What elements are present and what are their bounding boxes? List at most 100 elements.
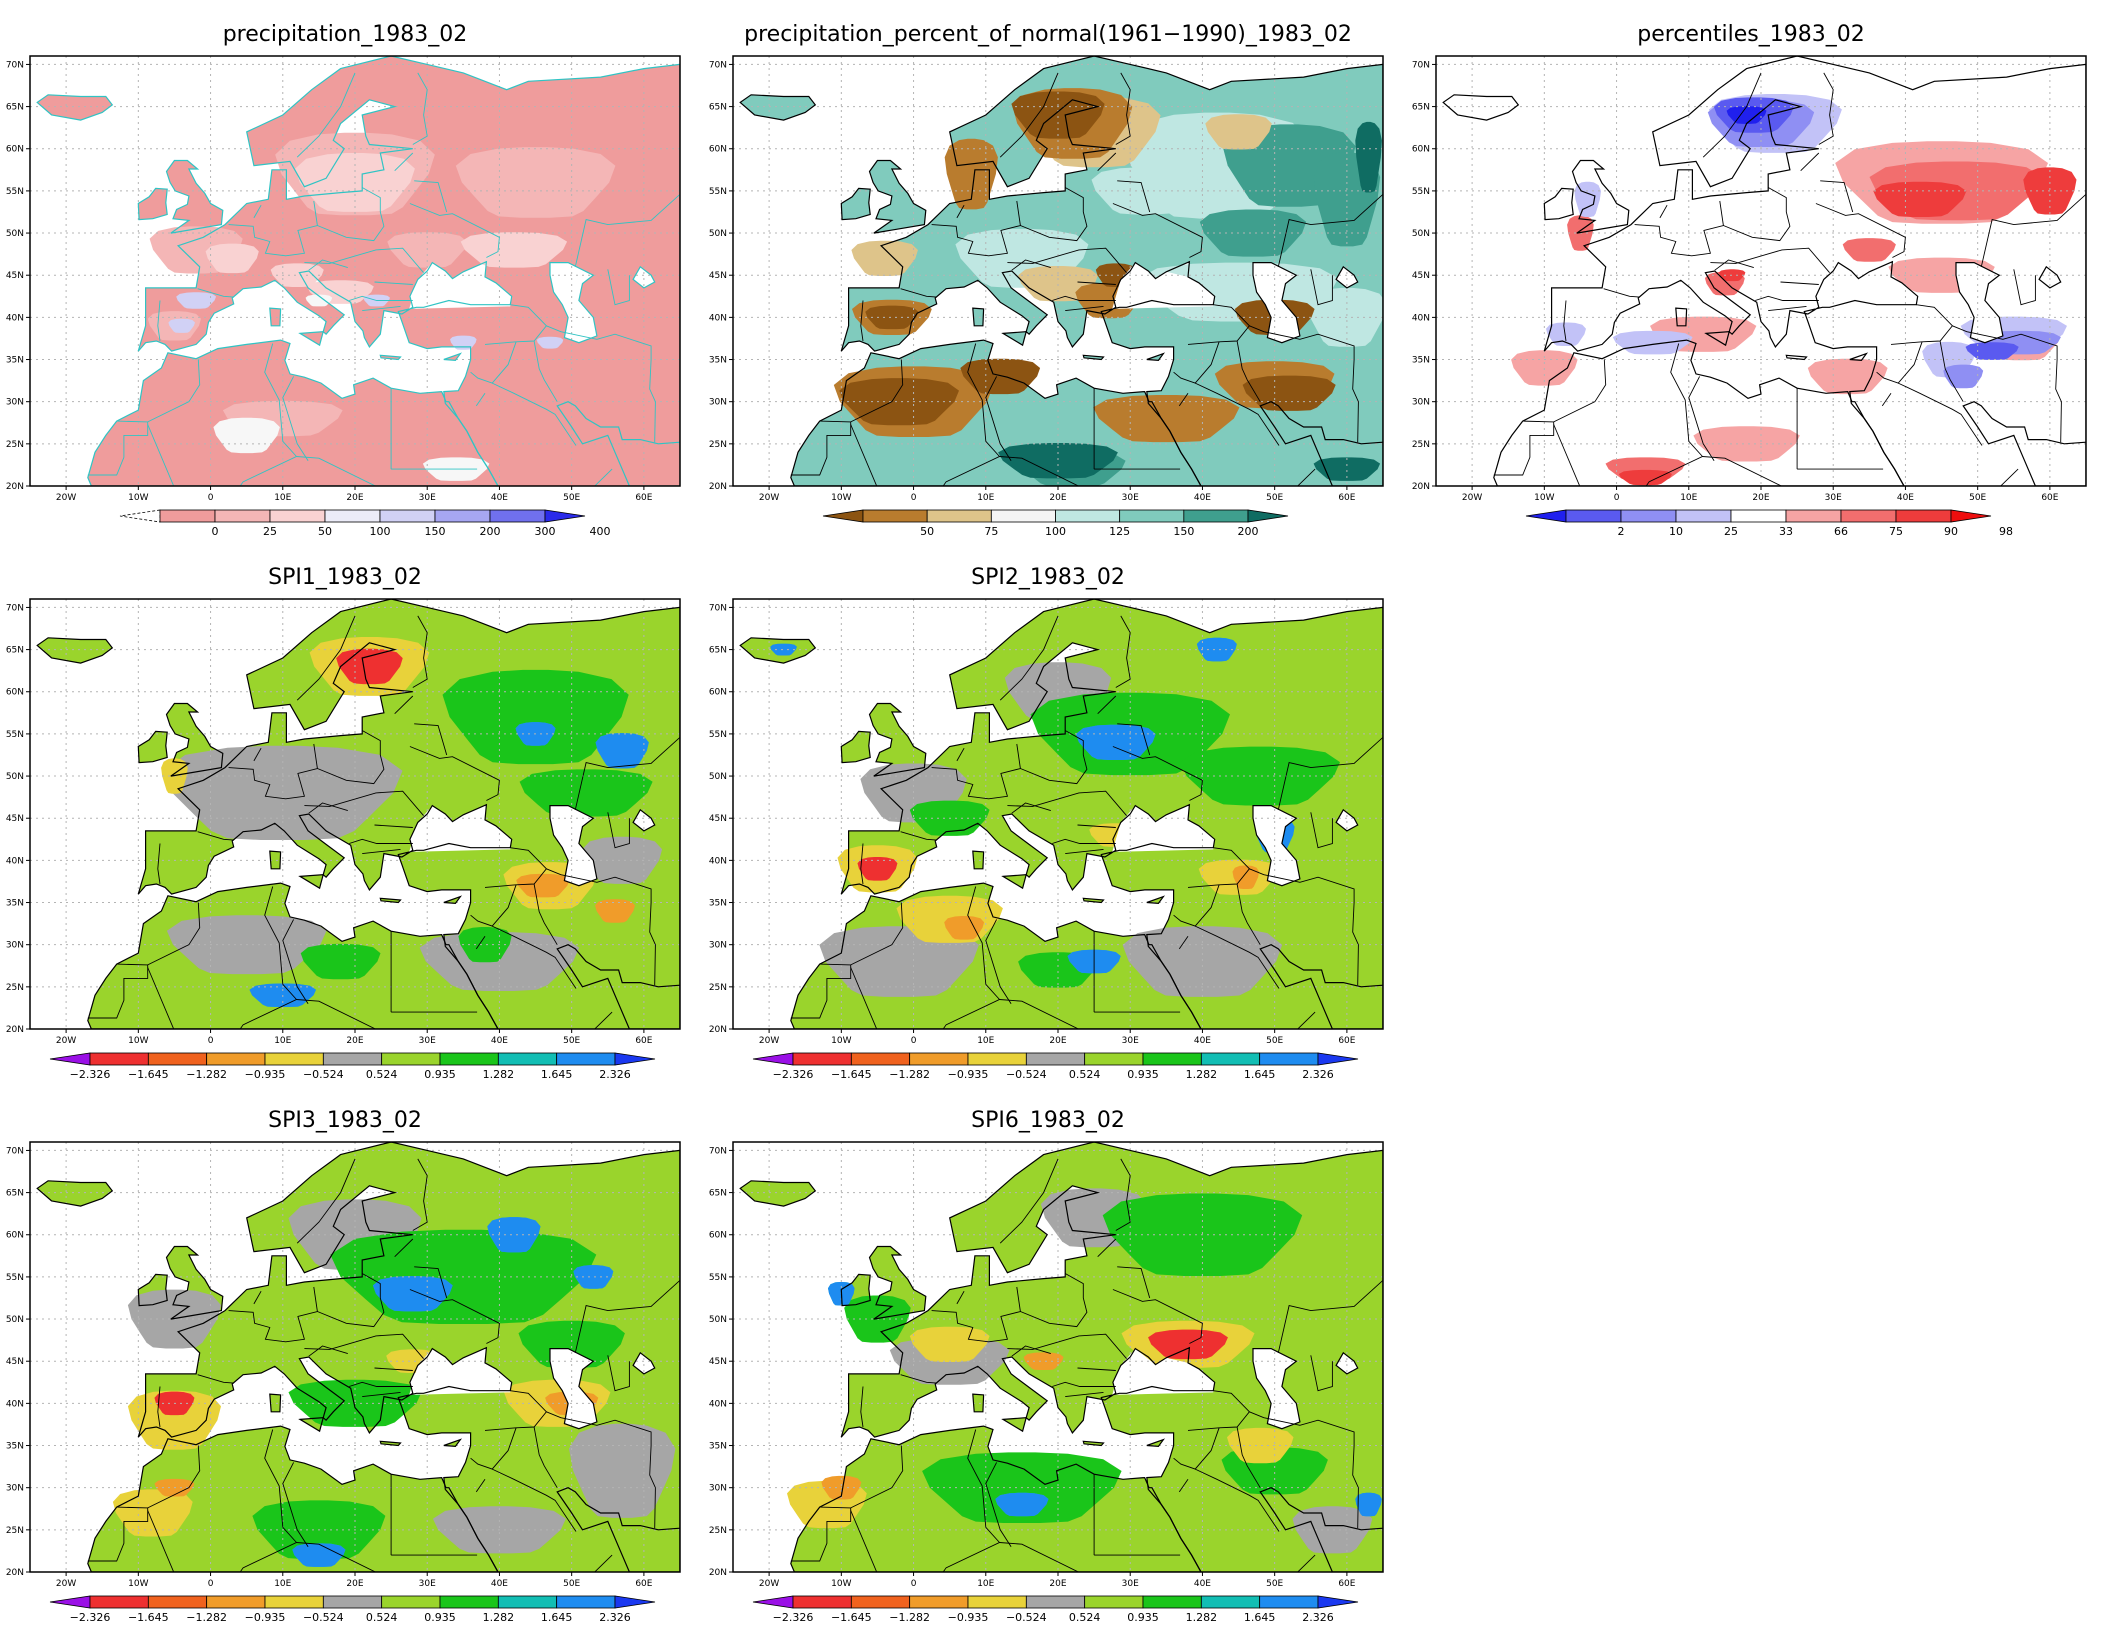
country-border: [1020, 187, 1088, 242]
coastline: [549, 805, 598, 887]
map-spi2: 70N 65N 60N 55N 50N 45N 40N 35N 30N 25N 20N 20W 10W 0…: [709, 598, 1384, 1081]
lon-tick-label: 10E: [977, 1579, 994, 1589]
country-border: [253, 204, 262, 219]
colorbar-label: 0.524: [1069, 1611, 1101, 1624]
colorbar-box: [381, 1595, 441, 1609]
black-sea: [409, 1348, 512, 1395]
value-shading: [1965, 342, 2019, 360]
colorbar-box: [1840, 509, 1897, 523]
country-border: [1249, 1411, 1355, 1446]
colorbar-label: 0.524: [366, 1068, 398, 1081]
country-border: [1007, 1333, 1127, 1359]
country-border: [607, 812, 630, 849]
country-border: [412, 72, 428, 145]
value-shading: [1003, 874, 1027, 889]
lat-tick-label: 25N: [709, 440, 727, 450]
colorbar-label: −0.935: [245, 1068, 286, 1081]
country-border: [282, 1462, 309, 1547]
lon-tick-label: 10E: [274, 493, 291, 503]
country-border: [546, 1411, 652, 1446]
country-border: [999, 615, 1059, 701]
country-border: [1011, 259, 1051, 271]
country-border: [1553, 424, 1581, 486]
lon-tick-label: 50E: [1266, 493, 1283, 503]
black-sea: [1112, 1348, 1215, 1395]
coastline: [36, 637, 114, 664]
coastline: [1493, 339, 1905, 486]
map-spi6: 70N 65N 60N 55N 50N 45N 40N 35N 30N 25N 20N 20W 10W 0…: [709, 1141, 1384, 1624]
country-border: [1939, 340, 1964, 402]
lat-tick-label: 25N: [709, 1526, 727, 1536]
country-border: [1818, 72, 1834, 145]
country-border: [1236, 883, 1261, 945]
country-border: [2013, 269, 2036, 306]
lat-tick-label: 35N: [6, 899, 24, 909]
lat-tick-label: 60N: [6, 145, 24, 155]
lat-tick-label: 25N: [6, 1526, 24, 1536]
colorbar-label: −0.524: [1006, 1068, 1047, 1081]
colorbar-label: 1.645: [1244, 1068, 1276, 1081]
inland-sea: [550, 1348, 597, 1429]
value-shading: [380, 1441, 401, 1446]
colorbar-box: [1084, 1052, 1144, 1066]
lon-tick-label: 40E: [1194, 1579, 1211, 1589]
colorbar-label: 150: [425, 525, 446, 538]
colorbar-box: [214, 509, 271, 523]
coastline: [972, 850, 985, 870]
value-shading: [455, 147, 616, 218]
colorbar-label: 0.935: [1127, 1068, 1159, 1081]
colorbar-label: −1.645: [128, 1611, 169, 1624]
value-shading: [595, 899, 635, 923]
country-border: [850, 359, 904, 423]
colorbar-box: [264, 1595, 324, 1609]
country-border: [850, 1445, 904, 1509]
country-border: [1881, 393, 1892, 407]
lon-tick-label: 0: [208, 493, 214, 503]
country-border: [394, 695, 414, 715]
lat-tick-label: 55N: [6, 730, 24, 740]
country-border: [985, 1462, 1012, 1547]
country-border: [1236, 1426, 1261, 1488]
value-shading: [573, 1265, 614, 1289]
colorbar-box: [1730, 509, 1787, 523]
country-border: [956, 1290, 965, 1305]
country-border: [394, 152, 414, 172]
colorbar-box: [909, 1052, 969, 1066]
colorbar-label: 0.935: [1127, 1611, 1159, 1624]
country-border: [1310, 269, 1333, 306]
lon-tick-label: 30E: [419, 1036, 436, 1046]
coastline: [1146, 1438, 1166, 1448]
country-border: [956, 204, 965, 219]
country-border: [850, 1510, 878, 1572]
country-border: [1297, 1554, 1316, 1572]
lat-tick-label: 40N: [709, 313, 727, 323]
lat-tick-label: 35N: [709, 1442, 727, 1452]
country-border: [1097, 1238, 1117, 1258]
lon-tick-label: 30E: [1122, 493, 1139, 503]
country-border: [1117, 180, 1151, 213]
lat-tick-label: 65N: [709, 1189, 727, 1199]
colorbar-box: [909, 1595, 969, 1609]
country-border: [470, 884, 517, 927]
lon-tick-label: 30E: [1122, 1579, 1139, 1589]
lon-tick-label: 40E: [491, 1579, 508, 1589]
inland-sea: [1336, 1352, 1358, 1374]
country-border: [931, 743, 1021, 800]
coastline: [1252, 1348, 1301, 1430]
colorbar-label: 1.282: [1186, 1068, 1218, 1081]
lat-tick-label: 60N: [709, 688, 727, 698]
lon-tick-label: 20W: [1462, 493, 1482, 503]
lon-tick-label: 60E: [635, 1579, 652, 1589]
colorbar-label: 2.326: [599, 1068, 631, 1081]
coastline: [1001, 1417, 1027, 1433]
country-border: [1603, 288, 1640, 298]
country-border: [931, 1286, 1021, 1343]
inland-sea: [1956, 262, 2003, 343]
country-border: [409, 1289, 500, 1344]
colorbar-box: [206, 1595, 266, 1609]
colorbar-label: −0.524: [303, 1068, 344, 1081]
country-border: [574, 193, 680, 267]
colorbar-box: [434, 509, 491, 523]
country-border: [349, 295, 413, 301]
colorbar-box: [1785, 509, 1842, 523]
